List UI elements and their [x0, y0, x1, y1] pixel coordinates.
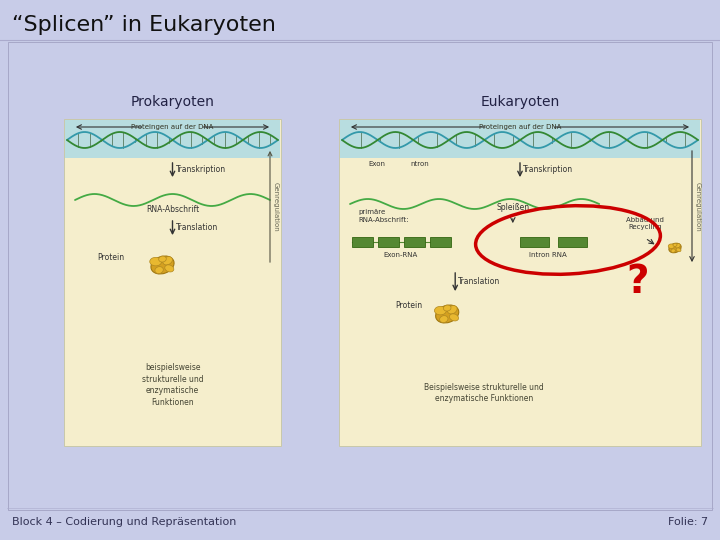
Text: Eukaryoten: Eukaryoten [480, 95, 559, 109]
Ellipse shape [163, 256, 172, 265]
Ellipse shape [151, 256, 174, 274]
FancyBboxPatch shape [65, 120, 280, 158]
Ellipse shape [669, 243, 681, 253]
Text: Genregulation: Genregulation [273, 181, 279, 231]
Ellipse shape [155, 267, 163, 274]
Text: Proteingen auf der DNA: Proteingen auf der DNA [479, 124, 561, 130]
Text: ntron: ntron [410, 161, 428, 167]
Text: Abbau und
Recycling: Abbau und Recycling [626, 218, 664, 231]
Text: primäre: primäre [358, 209, 385, 215]
Text: Folie: 7: Folie: 7 [668, 517, 708, 527]
Text: Beispielsweise strukturelle und
enzymatische Funktionen: Beispielsweise strukturelle und enzymati… [424, 383, 544, 403]
FancyBboxPatch shape [64, 119, 281, 446]
Text: Protein: Protein [97, 253, 124, 261]
FancyBboxPatch shape [340, 120, 700, 158]
Ellipse shape [676, 248, 681, 252]
Text: Translation: Translation [458, 278, 500, 287]
FancyBboxPatch shape [8, 42, 712, 510]
Ellipse shape [448, 306, 457, 314]
FancyBboxPatch shape [339, 119, 701, 446]
Ellipse shape [158, 256, 166, 262]
Text: Exon-RNA: Exon-RNA [383, 252, 417, 258]
Text: Transkription: Transkription [523, 165, 573, 174]
Text: Transkription: Transkription [176, 165, 225, 174]
Ellipse shape [444, 305, 451, 311]
Ellipse shape [668, 244, 675, 248]
Text: Prokaryoten: Prokaryoten [130, 95, 215, 109]
Text: Block 4 – Codierung und Repräsentation: Block 4 – Codierung und Repräsentation [12, 517, 236, 527]
Text: Exon: Exon [368, 161, 385, 167]
Text: Intron RNA: Intron RNA [529, 252, 567, 258]
FancyBboxPatch shape [520, 237, 549, 247]
Text: Translation: Translation [176, 224, 217, 233]
Text: Protein: Protein [395, 301, 422, 310]
FancyBboxPatch shape [351, 237, 372, 247]
Text: RNA-Abschrift: RNA-Abschrift [146, 206, 199, 214]
Text: Genregulation: Genregulation [695, 181, 701, 231]
Text: Spleißen: Spleißen [496, 204, 529, 213]
Ellipse shape [436, 305, 459, 323]
Ellipse shape [673, 243, 677, 246]
Ellipse shape [165, 265, 174, 272]
FancyBboxPatch shape [557, 237, 587, 247]
Ellipse shape [434, 306, 446, 315]
Text: ?: ? [626, 263, 649, 301]
Text: Proteingen auf der DNA: Proteingen auf der DNA [131, 124, 214, 130]
Text: beispielsweise
strukturelle und
enzymatische
Funktionen: beispielsweise strukturelle und enzymati… [142, 363, 203, 407]
Ellipse shape [150, 258, 162, 266]
Ellipse shape [440, 316, 448, 322]
FancyBboxPatch shape [430, 237, 451, 247]
Ellipse shape [449, 314, 459, 321]
FancyBboxPatch shape [377, 237, 398, 247]
Ellipse shape [671, 249, 675, 253]
Text: “Splicen” in Eukaryoten: “Splicen” in Eukaryoten [12, 15, 276, 35]
Text: RNA-Abschrift:: RNA-Abschrift: [358, 217, 408, 223]
Ellipse shape [675, 244, 680, 248]
FancyBboxPatch shape [403, 237, 425, 247]
